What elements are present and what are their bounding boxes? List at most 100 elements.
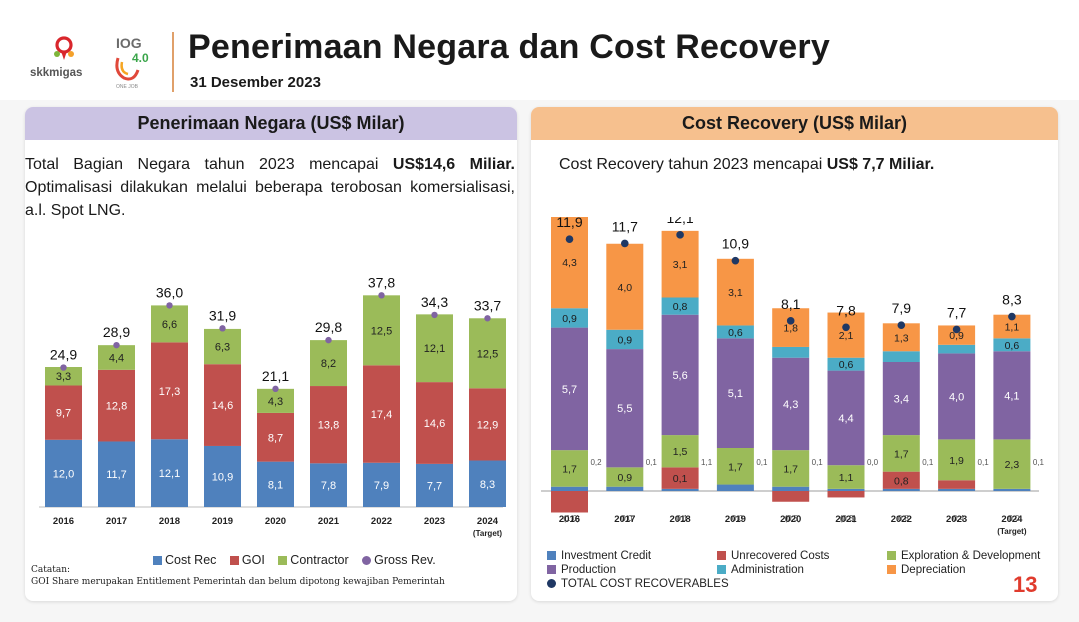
gross-rev-label-2019: 31,9 xyxy=(209,307,236,323)
segment-label-2021: 0,6 xyxy=(839,359,854,371)
segment-label-2018: 1,5 xyxy=(673,446,688,458)
bar-investment-credit-2022 xyxy=(882,488,920,491)
legend-label-administration: Administration xyxy=(731,564,804,576)
segment-label-2020: 4,3 xyxy=(783,399,798,411)
bar-label-2019: 6,3 xyxy=(215,342,230,354)
page-title: Penerimaan Negara dan Cost Recovery xyxy=(188,28,830,66)
bar-contractor-2018 xyxy=(151,305,188,343)
unrecovered-label-2023: 0,4 xyxy=(953,514,965,523)
bar-production-2018 xyxy=(661,314,699,436)
segment-label-2020: 1,8 xyxy=(783,323,798,335)
gross-rev-point-2022 xyxy=(378,292,385,299)
bar-investment-credit-2017 xyxy=(606,486,644,491)
bar-label-2019: 10,9 xyxy=(212,471,233,483)
bar-label-2017: 12,8 xyxy=(106,401,127,413)
x-tick-2022: 2022 xyxy=(371,516,392,527)
segment-label-2016: 5,7 xyxy=(562,384,577,396)
legend-total: TOTAL COST RECOVERABLES xyxy=(547,578,729,590)
unrecovered-label-2022: 0,8 xyxy=(898,514,910,523)
segment-label-2024: 4,1 xyxy=(1004,390,1019,402)
total-point-2016 xyxy=(565,235,574,243)
bar-unrecovered-costs-2021 xyxy=(827,491,865,498)
left-description: Total Bagian Negara tahun 2023 mencapai … xyxy=(25,153,515,222)
gross-rev-point-2023 xyxy=(431,311,438,319)
bar-goi-2023 xyxy=(416,382,453,464)
legend-goi: GOI xyxy=(229,553,265,567)
legend-label-exploration: Exploration & Development xyxy=(901,550,1041,562)
svg-text:4.0: 4.0 xyxy=(132,51,149,65)
segment-label-2017: 4,0 xyxy=(617,282,632,294)
total-label-2017: 11,7 xyxy=(612,218,638,234)
bar-contractor-2023 xyxy=(416,314,453,383)
left-desc-highlight: US$14,6 Miliar. xyxy=(392,156,516,173)
segment-label-2019: 3,1 xyxy=(728,287,743,299)
bar-cost-rec-2022 xyxy=(363,462,400,507)
x-tick-2016: 2016 xyxy=(559,514,580,525)
bar-administration-2021 xyxy=(827,357,865,371)
bar-exploration-development-2021 xyxy=(827,465,865,489)
legend-label-contractor: Contractor xyxy=(290,553,349,567)
note-title: Catatan: xyxy=(31,565,71,575)
callout-label-2019: 0,1 xyxy=(756,458,768,467)
bar-label-2020: 8,1 xyxy=(268,479,283,491)
segment-label-2022: 3,4 xyxy=(894,394,909,406)
bar-label-2020: 4,3 xyxy=(268,396,283,408)
cost-recovery-panel: Cost Recovery (US$ Milar) Cost Recovery … xyxy=(531,107,1058,601)
gross-rev-label-2021: 29,8 xyxy=(315,319,342,335)
x-tick-2020: 2020 xyxy=(780,514,801,525)
bar-cost-rec-2018 xyxy=(151,439,188,507)
unrecovered-label-2020: (0,5) xyxy=(784,514,801,523)
legend-depreciation: Depreciation xyxy=(887,564,966,576)
segment-label-2017: 0,9 xyxy=(617,472,632,484)
bar-depreciation-2019 xyxy=(716,258,754,326)
bar-label-2021: 8,2 xyxy=(321,358,336,370)
unrecovered-label-2021: (0,3) xyxy=(840,514,857,523)
x-tick-2016: 2016 xyxy=(53,516,74,527)
legend-swatch-exploration xyxy=(887,551,896,560)
gross-rev-point-2024 xyxy=(484,315,491,322)
segment-label-2021: 1,1 xyxy=(839,472,854,484)
bar-label-2022: 12,5 xyxy=(371,325,392,337)
bar-contractor-2021 xyxy=(310,340,347,387)
total-label-2024: 8,3 xyxy=(1002,292,1022,308)
bar-cost-rec-2021 xyxy=(310,463,347,507)
legend-label-goi: GOI xyxy=(241,553,265,567)
penerimaan-chart: 12,0 9,7 3,3 24,9 2016 11,7 12,8 4,4 28,9 2017 12,… xyxy=(39,274,506,538)
legend-label-production: Production xyxy=(561,564,616,576)
bar-unrecovered-costs-2018 xyxy=(661,467,699,489)
segment-label-2024: 1,1 xyxy=(1005,322,1020,334)
bar-label-2018: 12,1 xyxy=(159,468,180,480)
bar-label-2024: 12,5 xyxy=(477,348,498,360)
legend-swatch-unrecovered xyxy=(717,551,726,560)
legend-contractor: Contractor xyxy=(278,553,349,567)
bar-administration-2016 xyxy=(551,308,588,328)
bar-label-2019: 14,6 xyxy=(212,400,233,412)
unrecovered-label-2018: 0,1 xyxy=(677,514,689,523)
bar-contractor-2019 xyxy=(204,328,241,365)
bar-goi-2018 xyxy=(151,342,188,440)
total-point-2021 xyxy=(842,323,850,332)
bar-label-2018: 6,6 xyxy=(162,319,177,331)
unrecovered-label-2024: 0,0 xyxy=(1008,514,1020,523)
bar-investment-credit-2020 xyxy=(772,486,810,491)
bar-production-2016 xyxy=(551,327,588,451)
legend-administration: Administration xyxy=(717,564,804,576)
segment-label-2019: 1,7 xyxy=(728,461,743,473)
x-tick-2024: 2024 xyxy=(1001,514,1023,525)
bar-unrecovered-costs-2022 xyxy=(882,471,920,489)
bar-investment-credit-2016 xyxy=(551,486,588,491)
bar-exploration-development-2023 xyxy=(938,439,976,481)
bar-administration-2023 xyxy=(938,344,976,354)
bar-exploration-development-2020 xyxy=(772,450,810,487)
bar-label-2022: 17,4 xyxy=(371,409,392,421)
bar-exploration-development-2018 xyxy=(661,435,699,468)
bar-production-2023 xyxy=(938,353,976,440)
x-tick-2023: 2023 xyxy=(424,516,445,527)
legend-swatch-depreciation xyxy=(887,565,896,574)
bar-depreciation-2024 xyxy=(993,314,1031,339)
legend-swatch-contractor xyxy=(278,556,288,565)
bar-cost-rec-2023 xyxy=(416,463,453,507)
x-tick-2020: 2020 xyxy=(265,516,286,527)
x-sublabel-2024: (Target) xyxy=(997,527,1027,536)
